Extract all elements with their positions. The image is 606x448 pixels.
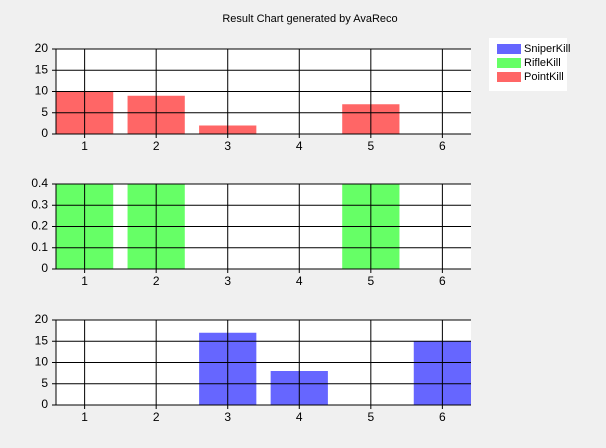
x-tick-label: 3 (224, 139, 231, 153)
x-tick-label: 4 (296, 274, 303, 288)
y-tick-label: 0.1 (31, 240, 48, 254)
y-tick-label: 10 (35, 84, 49, 98)
y-tick-label: 10 (35, 355, 49, 369)
x-tick-label: 6 (439, 410, 446, 424)
x-tick-label: 2 (153, 139, 160, 153)
x-tick-label: 1 (81, 139, 88, 153)
x-tick-label: 3 (224, 274, 231, 288)
x-tick-label: 5 (367, 274, 374, 288)
y-tick-label: 0.2 (31, 219, 48, 233)
legend-swatch (497, 72, 521, 82)
y-tick-label: 0.4 (31, 176, 48, 190)
y-tick-label: 0 (41, 126, 48, 140)
x-tick-label: 2 (153, 274, 160, 288)
x-tick-label: 1 (81, 410, 88, 424)
x-tick-label: 1 (81, 274, 88, 288)
legend-label: RifleKill (524, 57, 561, 69)
legend-label: SniperKill (524, 43, 570, 55)
y-tick-label: 0 (41, 397, 48, 411)
y-tick-label: 20 (35, 41, 49, 55)
x-tick-label: 5 (367, 410, 374, 424)
legend-swatch (497, 58, 521, 68)
x-tick-label: 5 (367, 139, 374, 153)
chart-title: Result Chart generated by AvaReco (222, 13, 397, 25)
x-tick-label: 6 (439, 139, 446, 153)
x-tick-label: 4 (296, 410, 303, 424)
y-tick-label: 20 (35, 312, 49, 326)
legend-swatch (497, 44, 521, 54)
y-tick-label: 5 (41, 105, 48, 119)
y-tick-label: 0 (41, 261, 48, 275)
y-tick-label: 5 (41, 376, 48, 390)
y-tick-label: 15 (35, 333, 49, 347)
x-tick-label: 6 (439, 274, 446, 288)
x-tick-label: 4 (296, 139, 303, 153)
y-tick-label: 15 (35, 62, 49, 76)
x-tick-label: 2 (153, 410, 160, 424)
legend-label: PointKill (524, 71, 564, 83)
x-tick-label: 3 (224, 410, 231, 424)
y-tick-label: 0.3 (31, 197, 48, 211)
